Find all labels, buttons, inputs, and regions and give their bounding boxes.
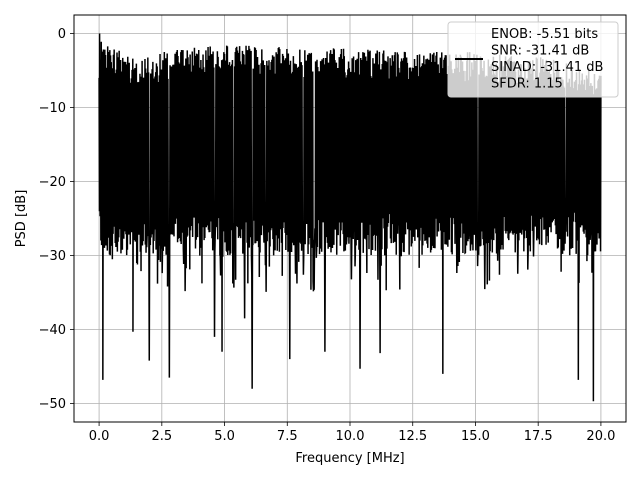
legend-sinad: SINAD: -31.41 dB bbox=[491, 60, 603, 75]
y-tick-label: 0 bbox=[58, 27, 66, 42]
legend-snr: SNR: -31.41 dB bbox=[491, 44, 589, 59]
legend-enob: ENOB: -5.51 bits bbox=[491, 27, 598, 42]
x-tick-label: 7.5 bbox=[277, 429, 298, 444]
x-tick-label: 20.0 bbox=[586, 429, 615, 444]
x-tick-label: 0.0 bbox=[89, 429, 110, 444]
x-tick-label: 17.5 bbox=[524, 429, 553, 444]
x-axis-ticks: 0.0 2.5 5.0 7.5 10.0 12.5 15.0 17.5 20.0 bbox=[89, 422, 615, 444]
y-tick-label: −50 bbox=[39, 397, 66, 412]
y-axis-ticks: 0 −10 −20 −30 −40 −50 bbox=[39, 27, 74, 412]
x-tick-label: 2.5 bbox=[151, 429, 172, 444]
y-tick-label: −40 bbox=[39, 323, 66, 338]
psd-series bbox=[98, 33, 602, 402]
y-tick-label: −20 bbox=[39, 175, 66, 190]
x-tick-label: 5.0 bbox=[214, 429, 235, 444]
x-tick-label: 12.5 bbox=[398, 429, 427, 444]
legend-sfdr: SFDR: 1.15 bbox=[491, 77, 563, 92]
y-tick-label: −10 bbox=[39, 101, 66, 116]
x-tick-label: 15.0 bbox=[461, 429, 490, 444]
y-axis-label: PSD [dB] bbox=[14, 190, 29, 248]
x-tick-label: 10.0 bbox=[336, 429, 365, 444]
x-axis-label: Frequency [MHz] bbox=[295, 451, 404, 466]
legend-box bbox=[447, 21, 619, 98]
y-tick-label: −30 bbox=[39, 249, 66, 264]
legend: ENOB: -5.51 bits SNR: -31.41 dB SINAD: -… bbox=[447, 21, 619, 98]
psd-trace bbox=[98, 33, 602, 402]
